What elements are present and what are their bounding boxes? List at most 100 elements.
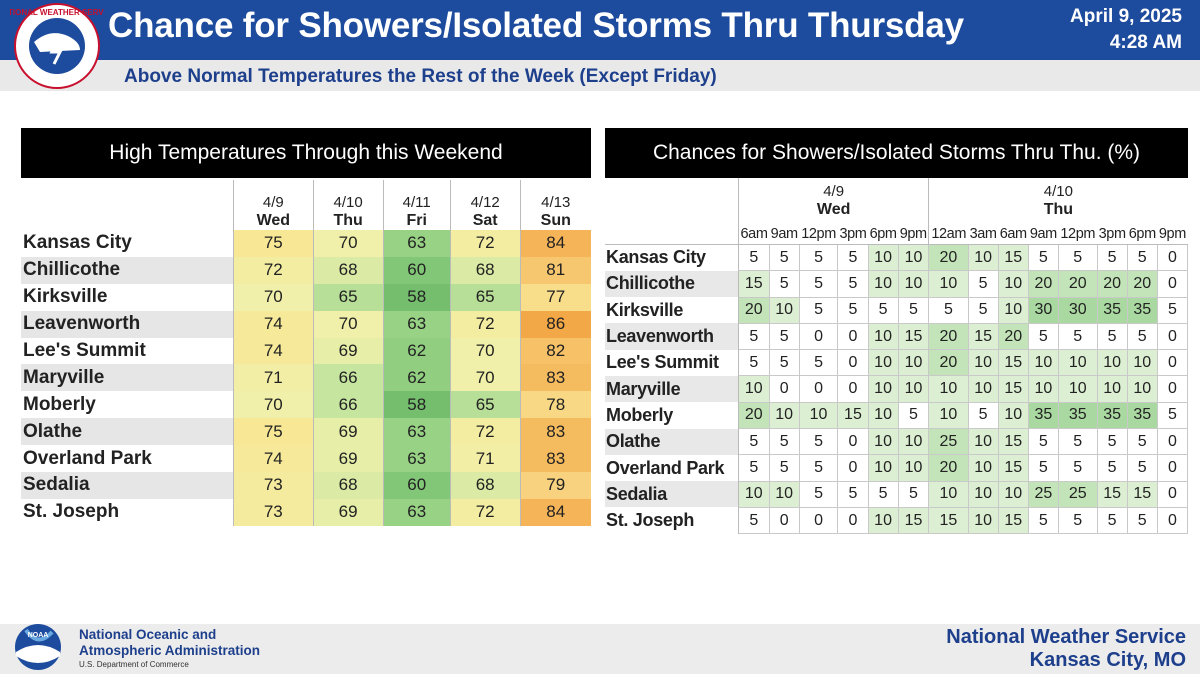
temps-value: 65 — [449, 283, 521, 311]
temps-value: 74 — [233, 445, 314, 473]
showers-value: 5 — [837, 480, 869, 508]
showers-table: 4/9 Wed 4/10 Thu 6am 9am 12pm 3pm 6pm 9pm 12am 3am… — [605, 178, 1189, 535]
showers-value: 10 — [997, 296, 1029, 324]
temps-value: 60 — [382, 472, 451, 499]
temps-value: 66 — [312, 364, 384, 392]
showers-value: 5 — [837, 296, 869, 324]
noaa-name: National Oceanic and Atmospheric Adminis… — [79, 627, 260, 659]
temps-value: 68 — [449, 256, 521, 284]
temps-value: 58 — [382, 391, 451, 419]
showers-row: Olathe 5 5 5 0 10 10 25 10 15 5 5 5 5 0 — [605, 428, 1189, 456]
showers-value: 10 — [867, 349, 899, 377]
showers-value: 20 — [1096, 270, 1128, 298]
temps-value: 71 — [233, 364, 314, 392]
showers-value: 0 — [1156, 375, 1189, 403]
temps-value: 72 — [449, 498, 521, 526]
temps-col-day: Sun — [540, 212, 571, 229]
showers-value: 15 — [928, 506, 969, 535]
showers-value: 10 — [867, 322, 899, 351]
temps-value: 74 — [233, 310, 314, 338]
showers-value: 5 — [1057, 243, 1098, 272]
showers-value: 5 — [798, 270, 839, 298]
showers-day-header: 4/9 Wed — [737, 178, 929, 224]
showers-value: 5 — [737, 454, 770, 482]
temps-col-header: 4/12 Sat — [449, 180, 521, 230]
showers-value: 0 — [798, 322, 839, 351]
showers-value: 10 — [897, 243, 930, 272]
temps-col-date: 4/12 — [470, 194, 500, 211]
showers-value: 5 — [1027, 428, 1059, 456]
showers-value: 5 — [1096, 454, 1128, 482]
showers-value: 15 — [837, 401, 869, 430]
temps-col-header: 4/10 Thu — [312, 180, 384, 230]
showers-value: 0 — [768, 375, 800, 403]
showers-value: 5 — [1126, 322, 1158, 351]
showers-value: 0 — [1156, 349, 1189, 377]
showers-value: 0 — [1156, 243, 1189, 272]
showers-value: 10 — [768, 401, 800, 430]
showers-day-row: 4/9 Wed 4/10 Thu — [605, 178, 1188, 224]
showers-value: 5 — [737, 506, 770, 535]
showers-value: 10 — [867, 243, 899, 272]
showers-value: 0 — [768, 506, 800, 535]
temps-value: 69 — [312, 498, 384, 526]
showers-value: 15 — [897, 506, 930, 535]
showers-value: 5 — [768, 349, 800, 377]
temps-value: 82 — [519, 337, 591, 365]
showers-row: Kirksville 20 10 5 5 5 5 5 5 10 30 30 35 35 5 — [605, 296, 1189, 324]
showers-value: 35 — [1126, 401, 1158, 430]
showers-value: 5 — [1057, 428, 1098, 456]
temps-value: 70 — [233, 391, 314, 419]
temps-value: 84 — [519, 498, 591, 526]
temps-city: Overland Park — [21, 445, 234, 473]
showers-value: 20 — [928, 243, 969, 272]
temps-value: 63 — [382, 418, 451, 446]
showers-day-name: Thu — [1043, 201, 1074, 218]
showers-row: Moberly 20 10 10 15 10 5 10 5 10 35 35 35 35 5 — [605, 401, 1189, 430]
showers-value: 10 — [928, 401, 969, 430]
showers-value: 5 — [1126, 454, 1158, 482]
header-bar — [0, 0, 1200, 60]
showers-value: 5 — [837, 270, 869, 298]
showers-value: 5 — [1126, 428, 1158, 456]
temps-row: Leavenworth 74 70 63 72 86 — [21, 310, 591, 338]
showers-value: 5 — [1096, 243, 1128, 272]
showers-time-header: 12am — [928, 224, 969, 245]
showers-value: 5 — [1027, 454, 1059, 482]
showers-value: 10 — [1096, 375, 1128, 403]
showers-value: 10 — [1027, 349, 1059, 377]
showers-value: 20 — [1027, 270, 1059, 298]
showers-value: 15 — [1096, 480, 1128, 508]
showers-value: 10 — [768, 296, 800, 324]
showers-value: 5 — [897, 296, 930, 324]
showers-time-header: 12pm — [1058, 224, 1098, 245]
nws-office: National Weather Service Kansas City, MO — [946, 626, 1186, 672]
showers-value: 0 — [798, 506, 839, 535]
showers-time-header: 9am — [769, 224, 800, 245]
showers-value: 10 — [897, 375, 930, 403]
temps-city: Maryville — [21, 364, 234, 392]
showers-value: 0 — [1156, 322, 1189, 351]
issue-time: 4:28 AM — [1109, 32, 1182, 53]
showers-panel-title: Chances for Showers/Isolated Storms Thru… — [605, 128, 1188, 178]
showers-value: 35 — [1096, 296, 1128, 324]
temps-city: Leavenworth — [21, 310, 234, 338]
temps-value: 86 — [519, 310, 591, 338]
showers-city: St. Joseph — [605, 507, 739, 534]
showers-value: 35 — [1027, 401, 1059, 430]
showers-day-name: Wed — [816, 201, 851, 218]
showers-time-header: 9pm — [1157, 224, 1188, 245]
showers-value: 5 — [1126, 506, 1158, 535]
office-line2: Kansas City, MO — [1029, 649, 1186, 671]
temps-col-date: 4/9 — [262, 194, 284, 211]
showers-time-header: 3pm — [1097, 224, 1128, 245]
temps-value: 65 — [312, 283, 384, 311]
showers-value: 0 — [837, 454, 869, 482]
showers-value: 5 — [798, 480, 839, 508]
showers-value: 10 — [867, 428, 899, 456]
showers-city: Maryville — [605, 375, 739, 403]
showers-row: St. Joseph 5 0 0 0 10 15 15 10 15 5 5 5 5 0 — [605, 506, 1189, 535]
showers-value: 10 — [1126, 375, 1158, 403]
showers-value: 5 — [737, 322, 770, 351]
showers-value: 20 — [928, 454, 969, 482]
